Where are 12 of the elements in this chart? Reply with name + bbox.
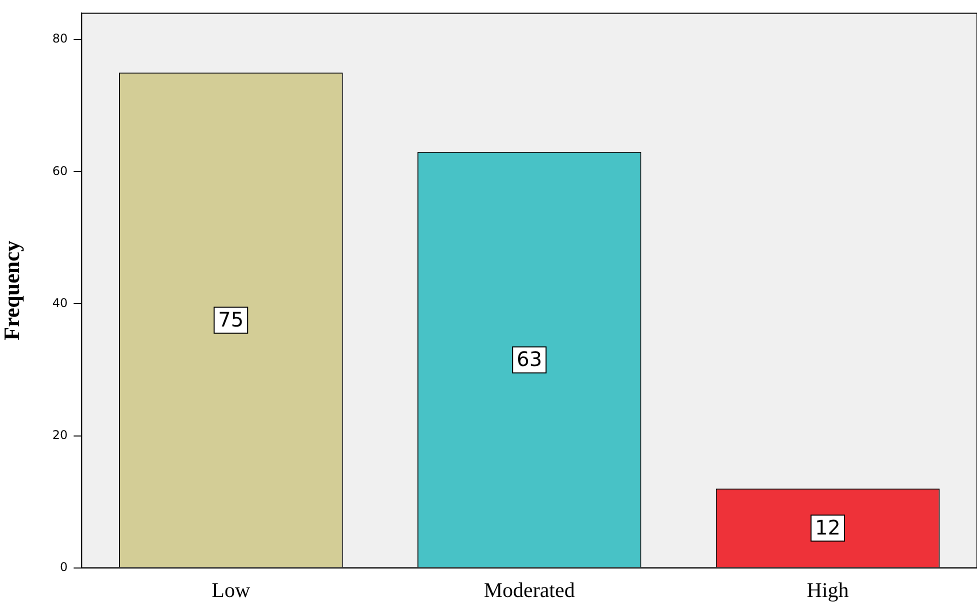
- x-tick-label: Low: [212, 578, 251, 602]
- y-tick-label: 80: [52, 32, 68, 46]
- data-label: 12: [815, 515, 841, 540]
- y-tick-label: 40: [52, 296, 68, 310]
- data-label: 75: [218, 307, 244, 332]
- y-tick-label: 20: [52, 428, 68, 442]
- x-tick-label: Moderated: [484, 578, 576, 602]
- data-label: 63: [516, 347, 542, 372]
- y-axis-title: Frequency: [0, 240, 24, 340]
- y-tick-label: 60: [52, 164, 68, 178]
- y-tick-label: 0: [60, 560, 68, 574]
- x-tick-label: High: [806, 578, 850, 602]
